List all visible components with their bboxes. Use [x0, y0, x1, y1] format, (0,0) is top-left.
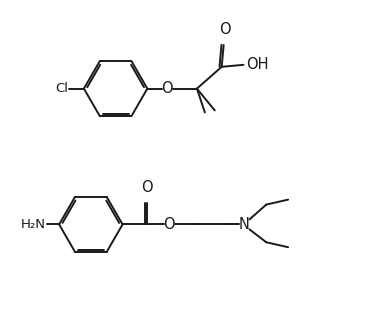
Text: H₂N: H₂N — [21, 218, 46, 231]
Text: N: N — [239, 217, 250, 232]
Text: O: O — [141, 180, 153, 195]
Text: O: O — [219, 22, 231, 37]
Text: O: O — [162, 81, 173, 96]
Text: OH: OH — [246, 57, 269, 72]
Text: O: O — [163, 217, 175, 232]
Text: Cl: Cl — [55, 82, 68, 95]
